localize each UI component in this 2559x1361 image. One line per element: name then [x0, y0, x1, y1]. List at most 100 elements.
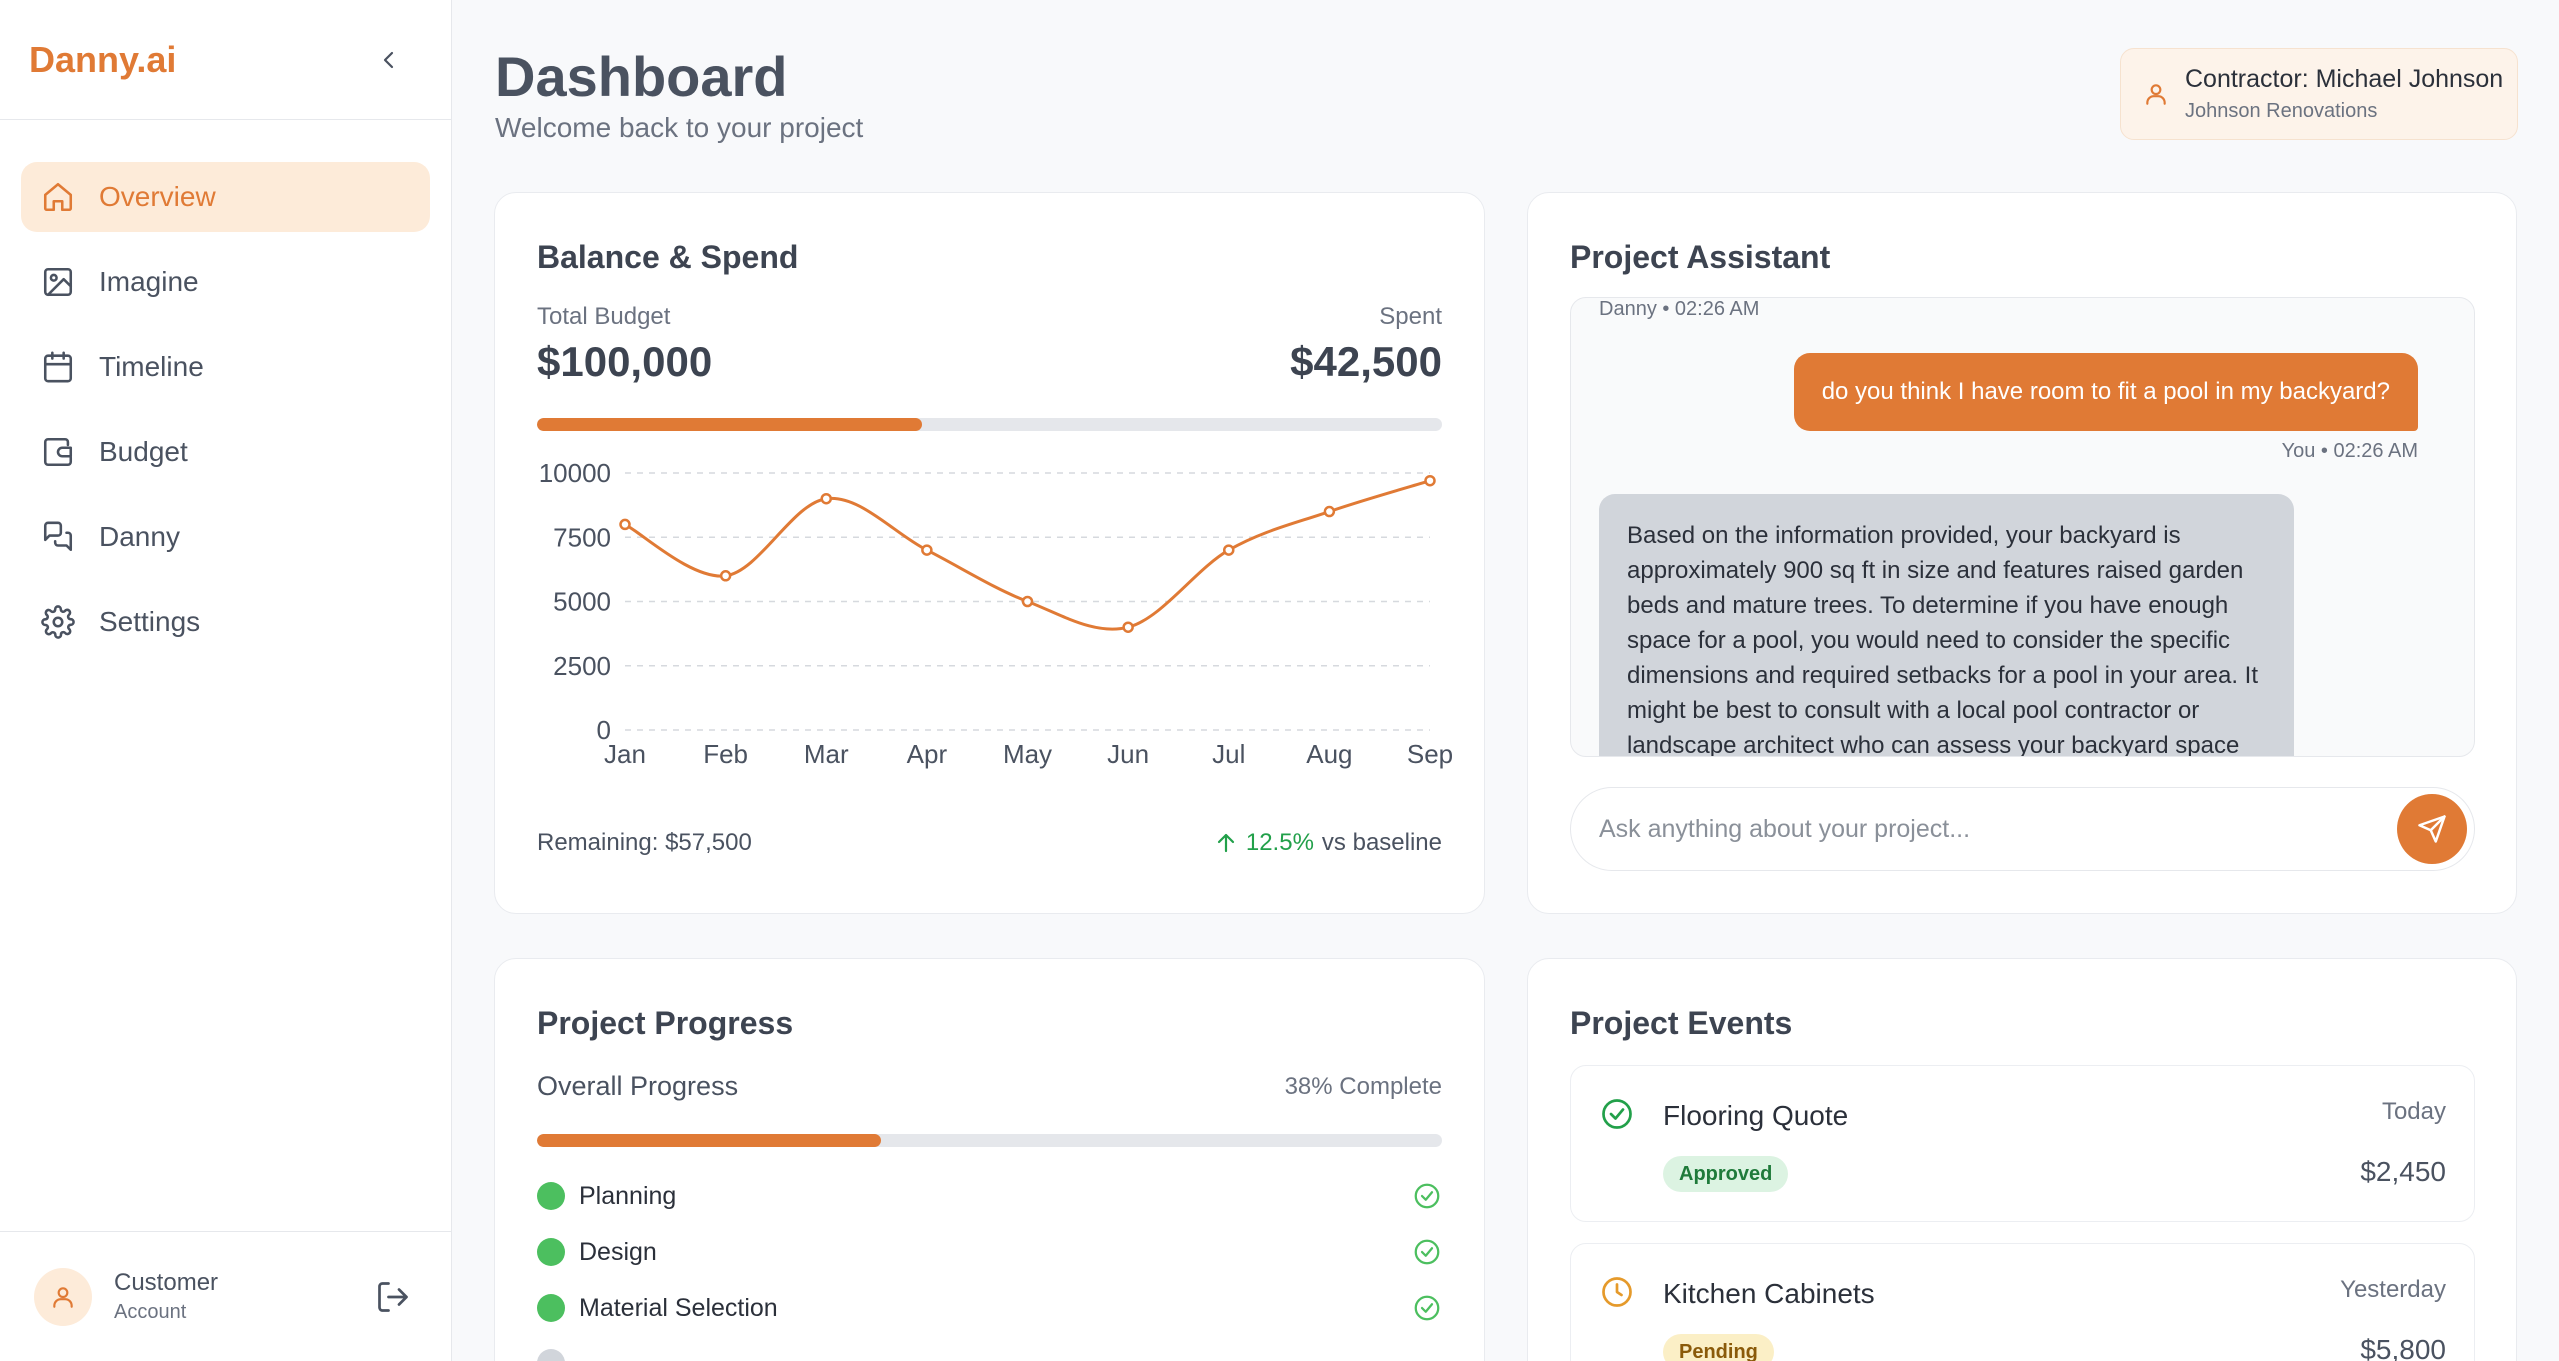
card-title: Project Events [1570, 1005, 1793, 1041]
data-point [1223, 544, 1235, 556]
overall-progress-label: Overall Progress [537, 1071, 739, 1101]
sidebar-item-timeline[interactable]: Timeline [21, 332, 430, 402]
status-badge: Pending [1663, 1334, 1774, 1361]
page-subtitle: Welcome back to your project [495, 112, 864, 143]
overall-progress-fill [537, 1134, 881, 1147]
overall-progress-bar [537, 1134, 1442, 1147]
progress-card: Project Progress Overall Progress 38% Co… [494, 958, 1485, 1361]
event-item[interactable]: Kitchen Cabinets Yesterday Pending $5,80… [1570, 1243, 2475, 1361]
send-button[interactable] [2397, 794, 2467, 864]
chat-input-bar [1570, 787, 2475, 871]
remaining-text: Remaining: $57,500 [537, 829, 752, 856]
wallet-icon [43, 437, 73, 467]
phase-name: Design [579, 1237, 657, 1266]
phase-status-dot [537, 1294, 565, 1322]
trend-percent: 12.5% [1245, 829, 1314, 856]
main-content: Dashboard Welcome back to your project C… [452, 0, 2559, 1361]
sidebar: Danny.ai Overview Imagine Timeline Budge… [0, 0, 452, 1361]
event-title: Flooring Quote [1663, 1100, 1849, 1131]
phase-item: Design [537, 1237, 1442, 1267]
chat-history[interactable]: Danny • 02:26 AM do you think I have roo… [1570, 297, 2475, 757]
y-tick-label: 5000 [553, 587, 611, 617]
sidebar-item-label: Budget [99, 436, 188, 467]
sidebar-item-label: Overview [99, 181, 216, 212]
chat-input[interactable] [1599, 814, 2397, 844]
data-point [719, 570, 732, 582]
sidebar-item-overview[interactable]: Overview [21, 162, 430, 232]
data-point [1424, 474, 1436, 487]
send-icon [2418, 815, 2446, 843]
message-meta: Danny • 02:26 AM [1599, 298, 1760, 320]
sidebar-item-imagine[interactable]: Imagine [21, 247, 430, 317]
event-item[interactable]: Flooring Quote Today Approved $2,450 [1570, 1065, 2475, 1222]
check-circle-icon [1602, 1099, 1632, 1129]
spent-label: Spent [1379, 303, 1442, 330]
data-point [619, 518, 631, 531]
data-point [1021, 595, 1034, 608]
user-icon [2146, 84, 2166, 105]
phase-name: Planning [579, 1181, 677, 1210]
brand-logo[interactable]: Danny.ai [29, 38, 177, 80]
sidebar-header: Danny.ai [0, 0, 451, 120]
x-tick-label: Apr [907, 739, 948, 769]
data-point [820, 492, 832, 505]
contractor-name: Contractor: Michael Johnson [2185, 65, 2504, 93]
assistant-message: Based on the information provided, your … [1599, 494, 2294, 756]
x-tick-label: May [1003, 739, 1052, 769]
check-circle-icon [1414, 1295, 1440, 1321]
data-point [1323, 505, 1336, 518]
x-tick-label: Feb [703, 739, 748, 769]
overall-progress-value: 38% Complete [1284, 1073, 1442, 1100]
card-title: Project Assistant [1570, 239, 1831, 275]
page-title: Dashboard [495, 45, 788, 108]
avatar[interactable] [34, 1267, 92, 1326]
spend-line-chart: 0 2500 5000 7500 10000 Jan Feb Mar Apr May Jun Jul A… [539, 458, 1453, 769]
balance-card: Balance & Spend Total Budget $100,000 Sp… [494, 192, 1485, 914]
calendar-icon [43, 351, 73, 383]
y-tick-label: 2500 [553, 651, 611, 681]
event-title: Kitchen Cabinets [1663, 1278, 1875, 1309]
events-card: Project Events Flooring Quote Today Appr… [1527, 958, 2517, 1361]
account-role: Account [114, 1301, 187, 1323]
phase-item: Planning [537, 1181, 1442, 1211]
data-point [1122, 621, 1134, 633]
clock-icon [1602, 1277, 1632, 1307]
assistant-card: Project Assistant Danny • 02:26 AM do yo… [1527, 192, 2517, 914]
account-info: Customer Account [114, 1269, 375, 1324]
collapse-sidebar-button[interactable] [371, 42, 407, 78]
message-meta: You • 02:26 AM [2281, 440, 2418, 462]
logout-icon[interactable] [375, 1279, 411, 1315]
status-badge: Approved [1663, 1156, 1789, 1192]
x-tick-label: Aug [1306, 739, 1352, 769]
chevron-left-icon [383, 51, 394, 68]
phase-name: Material Selection [579, 1293, 778, 1322]
spend-progress-bar [537, 418, 1442, 431]
account-name: Customer [114, 1269, 219, 1296]
trend-indicator: 12.5% vs baseline [1214, 829, 1442, 857]
y-tick-label: 10000 [539, 458, 611, 488]
card-title: Balance & Spend [537, 239, 799, 275]
phase-status-dot [537, 1182, 565, 1210]
arrow-up-icon [1217, 833, 1234, 853]
home-icon [43, 182, 73, 212]
spent-value: $42,500 [1290, 338, 1442, 385]
sidebar-item-danny[interactable]: Danny [21, 502, 430, 572]
sidebar-item-budget[interactable]: Budget [21, 417, 430, 487]
check-circle-icon [1414, 1183, 1440, 1209]
x-tick-label: Sep [1407, 739, 1453, 769]
x-tick-label: Jan [604, 739, 646, 769]
event-amount: $2,450 [2360, 1156, 2446, 1187]
sidebar-item-label: Timeline [99, 351, 204, 382]
data-point [921, 544, 933, 556]
contractor-company: Johnson Renovations [2185, 100, 2378, 122]
total-budget-value: $100,000 [537, 338, 713, 385]
y-tick-label: 0 [597, 715, 611, 745]
trend-suffix: vs baseline [1321, 829, 1442, 856]
sidebar-item-settings[interactable]: Settings [21, 587, 430, 657]
phase-item [537, 1349, 1442, 1361]
total-budget-label: Total Budget [537, 303, 671, 330]
user-icon [53, 1286, 73, 1308]
chat-icon [43, 521, 73, 552]
image-icon [43, 267, 73, 297]
contractor-card[interactable]: Contractor: Michael Johnson Johnson Reno… [2120, 48, 2518, 140]
